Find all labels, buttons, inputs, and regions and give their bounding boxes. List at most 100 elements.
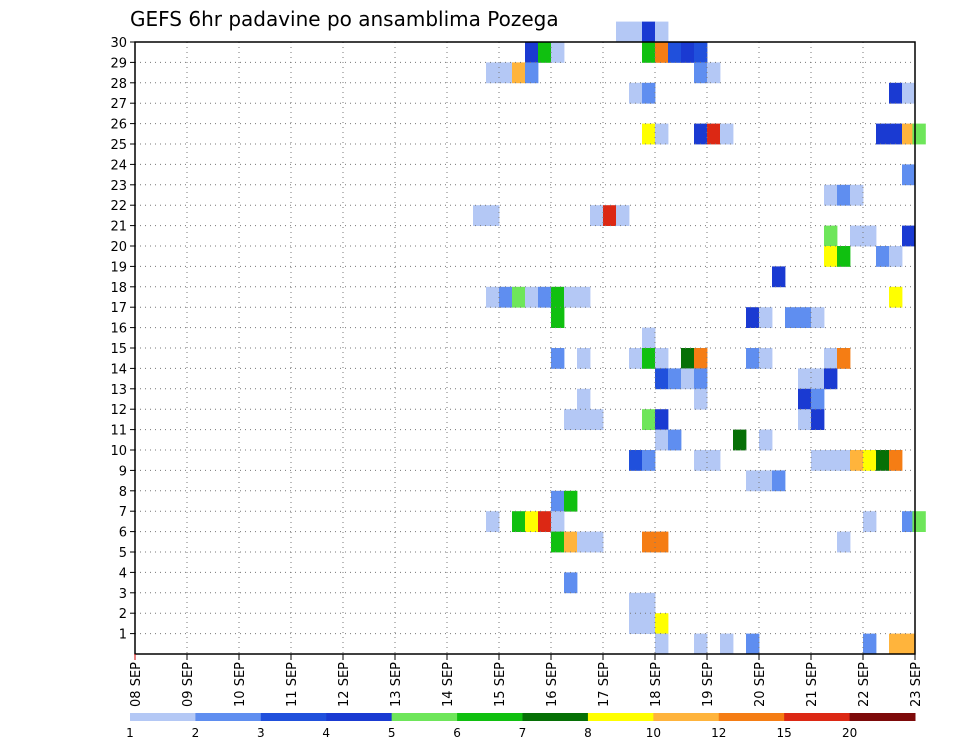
data-cell — [889, 82, 903, 104]
data-cell — [642, 613, 656, 634]
data-cell — [889, 286, 903, 308]
data-cell — [759, 348, 773, 369]
data-cell — [512, 62, 526, 84]
data-cell — [681, 348, 695, 369]
x-tick-label: 10 SEP — [233, 662, 248, 707]
x-tick-label: 18 SEP — [649, 662, 664, 707]
data-cell — [759, 307, 773, 328]
data-cell — [694, 123, 708, 145]
data-cell — [577, 388, 591, 410]
data-cell — [655, 368, 669, 390]
y-tick-label: 25 — [110, 138, 127, 153]
data-cell — [642, 592, 656, 614]
data-cell — [551, 531, 565, 553]
data-cell — [538, 286, 552, 308]
data-cell — [694, 633, 708, 655]
data-cell — [655, 21, 669, 43]
legend-swatch — [130, 713, 196, 721]
data-cell — [551, 511, 565, 532]
data-cell — [525, 42, 539, 63]
data-cell — [902, 633, 916, 655]
legend-swatch — [326, 713, 393, 721]
data-cell — [538, 511, 552, 532]
data-cell — [811, 368, 825, 390]
data-cell — [655, 633, 669, 655]
data-cell — [551, 307, 565, 328]
x-tick-label: 12 SEP — [337, 662, 352, 707]
data-cell — [512, 511, 526, 532]
data-cell — [824, 450, 838, 471]
y-tick-label: 26 — [110, 118, 127, 133]
data-cell — [694, 388, 708, 410]
data-cell — [538, 42, 552, 63]
data-cell — [577, 348, 591, 369]
data-cell — [668, 368, 682, 390]
data-cell — [876, 123, 890, 145]
data-cell — [746, 307, 760, 328]
x-tick-label: 14 SEP — [441, 662, 456, 707]
data-cell — [551, 348, 565, 369]
legend-label: 7 — [519, 726, 527, 740]
data-cell — [668, 42, 682, 63]
x-tick-label: 08 SEP — [129, 662, 144, 707]
data-cell — [642, 123, 656, 145]
legend-swatch — [784, 713, 851, 721]
data-cell — [707, 450, 721, 471]
legend-swatch — [653, 713, 720, 721]
data-cell — [642, 327, 656, 349]
data-cell — [655, 348, 669, 369]
data-cell — [655, 42, 669, 63]
data-cell — [798, 409, 812, 430]
data-cell — [486, 205, 500, 226]
y-tick-label: 17 — [110, 301, 127, 316]
data-cell — [837, 246, 851, 267]
y-tick-label: 16 — [110, 322, 127, 337]
legend-label: 12 — [711, 726, 726, 740]
legend-swatch — [587, 713, 654, 721]
data-cell — [889, 450, 903, 471]
legend-label: 10 — [646, 726, 661, 740]
data-cell — [564, 531, 578, 553]
data-cell — [902, 164, 916, 186]
data-cell — [811, 409, 825, 430]
data-cell — [837, 348, 851, 369]
data-cell — [655, 409, 669, 430]
x-tick-label: 19 SEP — [701, 662, 716, 707]
data-cell — [707, 123, 721, 145]
data-cell — [824, 246, 838, 267]
data-cell — [889, 633, 903, 655]
data-cell — [499, 62, 513, 84]
data-cell — [629, 450, 643, 471]
y-tick-label: 19 — [110, 260, 127, 275]
data-cell — [902, 82, 916, 104]
data-cell — [850, 225, 864, 247]
data-cell — [902, 123, 916, 145]
data-cell — [759, 429, 773, 451]
data-cell — [733, 429, 747, 451]
x-tick-label: 09 SEP — [181, 662, 196, 707]
data-cell — [850, 450, 864, 471]
data-cell — [642, 348, 656, 369]
data-cell — [720, 123, 734, 145]
data-cell — [655, 531, 669, 553]
data-cell — [590, 205, 604, 226]
data-cell — [629, 21, 643, 43]
data-cell — [694, 62, 708, 84]
legend-label: 1 — [126, 726, 134, 740]
data-cell — [603, 205, 617, 226]
legend-label: 6 — [453, 726, 461, 740]
y-tick-label: 10 — [110, 444, 127, 459]
data-cell — [759, 470, 773, 492]
y-tick-label: 21 — [110, 220, 127, 235]
data-cell — [798, 368, 812, 390]
data-cell — [889, 123, 903, 145]
legend-swatch — [522, 713, 589, 721]
data-cell — [525, 511, 539, 532]
data-cell — [616, 205, 630, 226]
data-cell — [616, 21, 630, 43]
data-cell — [681, 42, 695, 63]
data-cell — [785, 307, 799, 328]
data-cell — [876, 246, 890, 267]
data-cell — [642, 450, 656, 471]
x-tick-label: 11 SEP — [285, 662, 300, 707]
